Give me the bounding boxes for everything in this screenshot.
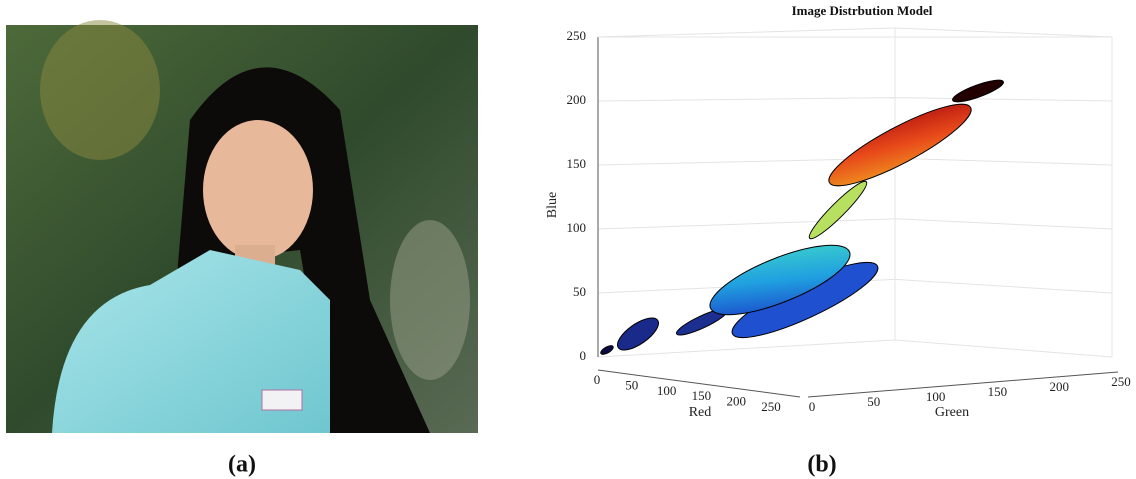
grid-line (895, 98, 1112, 101)
y-axis-label: Green (935, 405, 969, 420)
caption: (b) (807, 452, 836, 478)
plot-title: Image Distrbution Model (792, 3, 933, 18)
x-tick-label: 50 (625, 377, 638, 392)
y-tick-label: 250 (1111, 374, 1131, 389)
z-tick-label: 200 (567, 92, 587, 107)
y-axis-line (808, 372, 1118, 397)
photo (6, 20, 478, 433)
grid-line (895, 340, 1112, 357)
grid-line (895, 219, 1112, 229)
z-axis-label: Blue (545, 192, 560, 218)
ellipsoids (599, 76, 1005, 356)
z-tick-label: 0 (580, 348, 587, 363)
z-tick-label: 100 (567, 220, 587, 235)
x-tick-label: 200 (726, 394, 746, 409)
z-tick-label: 250 (567, 28, 587, 43)
z-tick-label: 150 (567, 156, 587, 171)
caption: (a) (228, 452, 256, 478)
x-tick-label: 100 (657, 383, 677, 398)
x-tick-label: 250 (761, 399, 781, 414)
y-tick-label: 100 (926, 389, 946, 404)
grid-line (598, 219, 895, 229)
grid-line (598, 98, 895, 101)
z-tick-label: 50 (573, 284, 586, 299)
grid-line (895, 279, 1112, 293)
x-tick-label: 150 (692, 388, 712, 403)
y-tick-label: 50 (867, 394, 880, 409)
plot-3d: Image Distrbution Model Blue Red Green 0… (545, 3, 1131, 420)
x-axis-label: Red (689, 405, 712, 420)
y-tick-label: 200 (1049, 379, 1069, 394)
y-tick-label: 0 (809, 399, 816, 414)
x-tick-label: 0 (594, 372, 601, 387)
grid-line (895, 158, 1112, 165)
ticks: 0 50 100 150 200 250 0 50 100 150 200 250 0 50 100 150 2… (567, 28, 1131, 414)
y-tick-label: 150 (988, 384, 1008, 399)
figure: Image Distrbution Model Blue Red Green 0… (0, 0, 1136, 479)
